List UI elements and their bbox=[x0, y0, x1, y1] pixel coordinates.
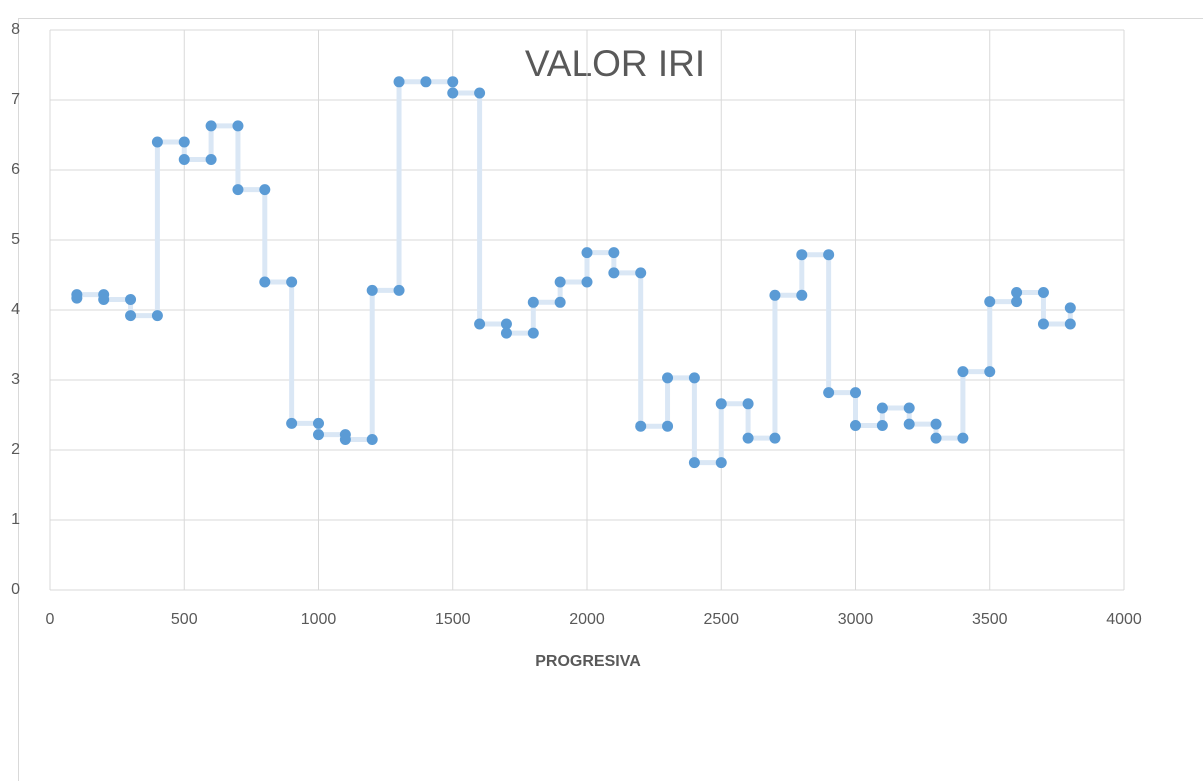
data-point bbox=[876, 420, 888, 431]
x-tick-label: 3500 bbox=[972, 611, 1008, 628]
data-point bbox=[420, 76, 432, 88]
data-point bbox=[447, 76, 459, 88]
data-point bbox=[1037, 318, 1049, 330]
data-point bbox=[742, 432, 754, 444]
data-point bbox=[608, 247, 620, 259]
data-point bbox=[447, 87, 459, 99]
chart-title: VALOR IRI bbox=[525, 43, 705, 84]
data-point bbox=[823, 249, 835, 261]
data-point bbox=[796, 249, 808, 261]
y-tick-label: 4 bbox=[11, 301, 20, 318]
x-tick-label: 500 bbox=[171, 611, 198, 628]
data-point bbox=[635, 267, 647, 279]
data-point bbox=[527, 327, 539, 339]
data-point bbox=[259, 184, 271, 196]
data-point bbox=[957, 366, 969, 378]
data-point bbox=[500, 327, 512, 339]
x-tick-label: 2500 bbox=[703, 611, 739, 628]
data-point bbox=[71, 289, 83, 301]
data-point bbox=[662, 372, 674, 384]
data-point bbox=[366, 434, 378, 445]
data-point bbox=[796, 289, 808, 301]
data-point bbox=[151, 136, 163, 148]
data-point bbox=[823, 387, 835, 399]
data-point bbox=[500, 318, 512, 330]
data-point bbox=[366, 284, 378, 296]
data-point bbox=[98, 294, 110, 305]
data-point bbox=[930, 418, 942, 430]
x-axis-label: PROGRESIVA bbox=[535, 653, 641, 670]
data-point bbox=[581, 247, 593, 259]
x-tick-label: 3000 bbox=[838, 611, 874, 628]
data-point bbox=[769, 289, 781, 301]
data-point bbox=[554, 276, 566, 288]
data-point bbox=[715, 457, 727, 469]
data-point bbox=[688, 372, 700, 384]
data-point bbox=[313, 417, 324, 429]
x-tick-label: 1500 bbox=[435, 611, 471, 628]
data-point bbox=[1011, 287, 1023, 298]
data-point bbox=[232, 120, 244, 132]
data-point bbox=[151, 310, 163, 322]
data-point bbox=[125, 310, 137, 322]
data-point bbox=[474, 87, 486, 99]
data-point bbox=[1064, 302, 1076, 314]
y-tick-label: 3 bbox=[11, 371, 20, 388]
y-tick-label: 0 bbox=[11, 581, 20, 598]
data-point bbox=[286, 276, 298, 288]
y-tick-label: 7 bbox=[11, 91, 20, 108]
data-point bbox=[286, 417, 298, 429]
data-point bbox=[1037, 287, 1049, 298]
data-point bbox=[769, 432, 781, 444]
data-point bbox=[205, 120, 217, 132]
y-tick-label: 1 bbox=[11, 511, 20, 528]
data-point bbox=[581, 276, 593, 288]
data-point bbox=[474, 318, 486, 330]
data-point bbox=[903, 402, 915, 414]
chart-frame bbox=[18, 18, 1203, 781]
y-tick-label: 5 bbox=[11, 231, 20, 248]
data-point bbox=[125, 294, 137, 305]
data-point bbox=[393, 76, 405, 88]
data-point bbox=[1064, 318, 1076, 330]
data-point bbox=[635, 420, 647, 432]
data-point bbox=[178, 154, 190, 165]
data-point bbox=[984, 366, 996, 378]
data-point bbox=[876, 402, 888, 414]
data-point bbox=[608, 267, 620, 279]
y-tick-label: 8 bbox=[11, 21, 20, 38]
data-point bbox=[554, 296, 566, 308]
x-tick-label: 1000 bbox=[301, 611, 337, 628]
data-point bbox=[313, 429, 324, 441]
data-point bbox=[178, 136, 190, 148]
data-point bbox=[1011, 296, 1023, 308]
data-point bbox=[662, 420, 674, 432]
data-point bbox=[715, 398, 727, 410]
data-point bbox=[393, 284, 405, 296]
data-point bbox=[903, 418, 915, 430]
x-tick-label: 0 bbox=[46, 611, 55, 628]
data-point bbox=[742, 398, 754, 410]
y-tick-label: 6 bbox=[11, 161, 20, 178]
x-tick-label: 4000 bbox=[1106, 611, 1142, 628]
data-point bbox=[930, 432, 942, 444]
data-point bbox=[232, 184, 244, 196]
x-tick-label: 2000 bbox=[569, 611, 605, 628]
y-tick-label: 2 bbox=[11, 441, 20, 458]
data-point bbox=[850, 420, 861, 431]
data-point bbox=[527, 296, 539, 308]
data-point bbox=[688, 457, 700, 469]
data-point bbox=[957, 432, 969, 444]
data-point bbox=[205, 154, 217, 165]
data-point bbox=[259, 276, 271, 288]
data-point bbox=[339, 434, 351, 445]
data-point bbox=[850, 387, 861, 399]
data-point bbox=[984, 296, 996, 308]
